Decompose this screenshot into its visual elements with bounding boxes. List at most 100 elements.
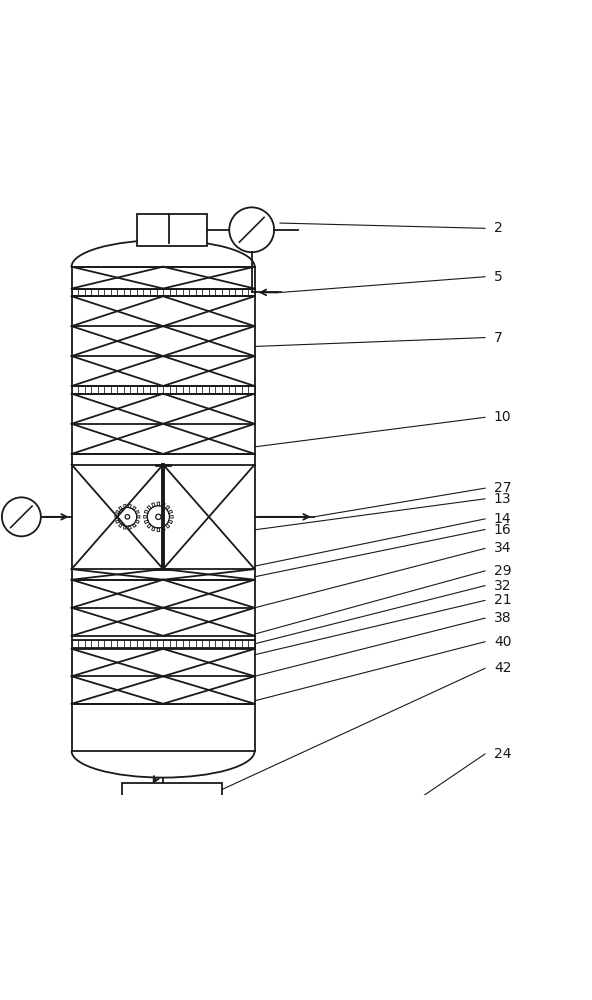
Bar — [248, 289, 255, 296]
Bar — [117, 386, 124, 394]
Bar — [78, 289, 85, 296]
Bar — [98, 386, 104, 394]
Bar — [150, 640, 156, 648]
Text: 7: 7 — [494, 331, 503, 345]
Bar — [150, 386, 156, 394]
Bar — [242, 640, 248, 648]
Bar — [176, 386, 183, 394]
Bar — [183, 289, 189, 296]
Text: 10: 10 — [494, 410, 511, 424]
Bar — [91, 289, 98, 296]
Bar — [215, 640, 222, 648]
Bar — [104, 640, 111, 648]
Bar — [143, 640, 150, 648]
Text: 38: 38 — [494, 611, 511, 625]
Bar — [163, 386, 170, 394]
Text: 32: 32 — [494, 579, 511, 593]
Bar — [196, 386, 202, 394]
Bar — [235, 386, 242, 394]
Text: 34: 34 — [494, 541, 511, 555]
Bar — [91, 386, 98, 394]
Bar — [163, 289, 170, 296]
Text: 42: 42 — [494, 661, 511, 675]
Bar — [235, 289, 242, 296]
Bar — [117, 289, 124, 296]
Text: 13: 13 — [494, 492, 511, 506]
Bar — [104, 386, 111, 394]
Bar — [222, 640, 229, 648]
Bar — [176, 640, 183, 648]
Bar — [78, 386, 85, 394]
Bar — [189, 640, 196, 648]
Text: 2: 2 — [494, 221, 503, 235]
Bar — [143, 386, 150, 394]
Bar — [189, 386, 196, 394]
Bar — [124, 640, 130, 648]
Bar — [78, 640, 85, 648]
Bar — [202, 289, 209, 296]
Bar — [215, 386, 222, 394]
Text: 27: 27 — [494, 481, 511, 495]
Bar — [98, 640, 104, 648]
Bar — [124, 386, 130, 394]
Bar — [209, 386, 215, 394]
Bar — [156, 386, 163, 394]
Bar — [248, 386, 255, 394]
Bar — [229, 289, 235, 296]
Bar — [209, 289, 215, 296]
Bar — [85, 386, 91, 394]
Bar — [130, 289, 137, 296]
Bar — [222, 386, 229, 394]
Bar — [196, 640, 202, 648]
Bar — [170, 289, 176, 296]
Bar — [111, 386, 117, 394]
Bar — [143, 289, 150, 296]
Text: 16: 16 — [494, 523, 511, 537]
Bar — [156, 289, 163, 296]
Bar — [130, 640, 137, 648]
Bar — [137, 289, 143, 296]
Bar — [183, 386, 189, 394]
Bar — [104, 289, 111, 296]
Bar — [235, 640, 242, 648]
Bar — [91, 640, 98, 648]
Bar — [124, 289, 130, 296]
Bar — [248, 640, 255, 648]
Text: 29: 29 — [494, 564, 511, 578]
Text: 24: 24 — [494, 747, 511, 761]
Bar — [122, 783, 222, 810]
Bar — [183, 640, 189, 648]
Bar — [137, 214, 207, 246]
Bar — [117, 640, 124, 648]
Bar — [137, 640, 143, 648]
Bar — [130, 386, 137, 394]
Bar — [150, 289, 156, 296]
Bar — [85, 289, 91, 296]
Text: 14: 14 — [494, 512, 511, 526]
Bar — [196, 289, 202, 296]
Bar — [176, 289, 183, 296]
Bar — [111, 289, 117, 296]
Bar — [170, 386, 176, 394]
Bar — [111, 640, 117, 648]
Bar — [189, 289, 196, 296]
Bar — [85, 640, 91, 648]
Bar — [72, 289, 78, 296]
Bar — [209, 640, 215, 648]
Text: 21: 21 — [494, 593, 511, 607]
Bar — [163, 640, 170, 648]
Bar — [72, 386, 78, 394]
Bar — [229, 640, 235, 648]
Bar — [229, 386, 235, 394]
Bar — [242, 289, 248, 296]
Bar — [202, 640, 209, 648]
Bar — [98, 289, 104, 296]
Bar — [72, 640, 78, 648]
Text: 40: 40 — [494, 635, 511, 649]
Bar — [242, 386, 248, 394]
Bar — [137, 386, 143, 394]
Bar — [222, 289, 229, 296]
Bar — [202, 386, 209, 394]
Bar — [215, 289, 222, 296]
Bar — [170, 640, 176, 648]
